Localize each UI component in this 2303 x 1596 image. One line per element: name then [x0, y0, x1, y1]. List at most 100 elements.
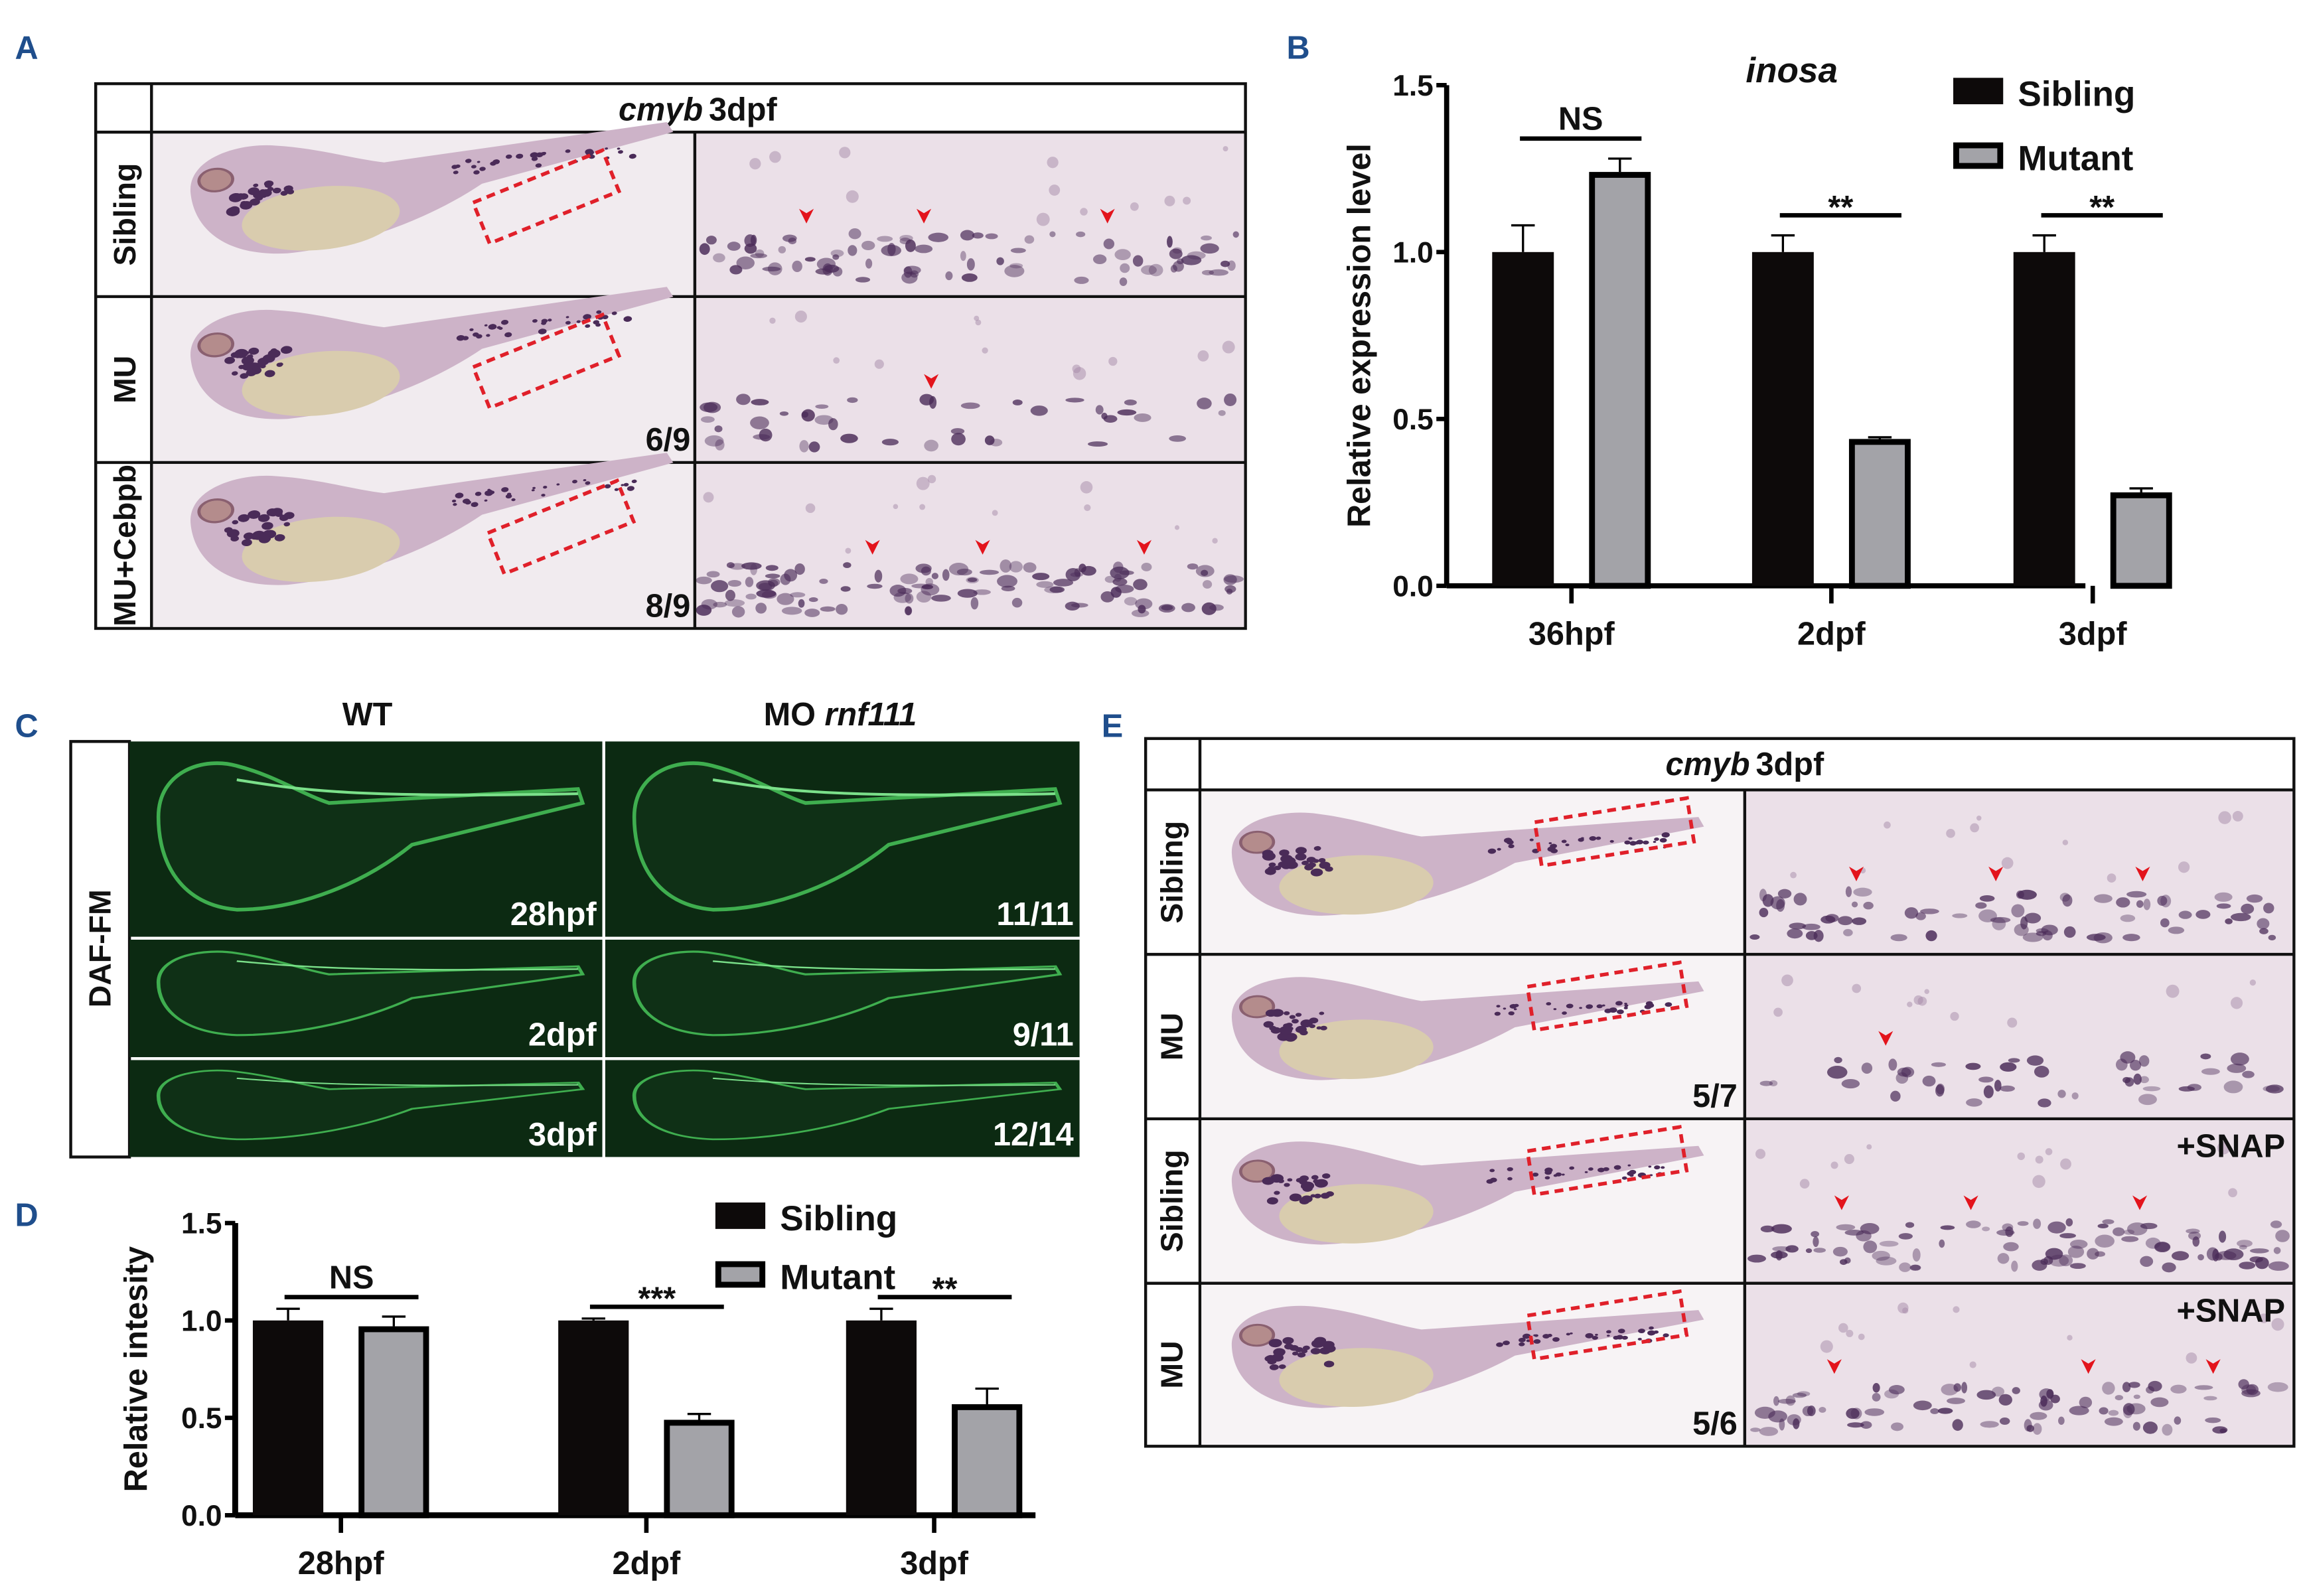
stain-dot — [916, 476, 930, 490]
stain-dot — [1643, 840, 1649, 845]
stain-dot — [1130, 202, 1139, 211]
row-label: Sibling — [1154, 821, 1189, 924]
stain-dot — [596, 310, 602, 314]
arrowhead-icon — [1878, 1031, 1894, 1046]
stain-dot — [1533, 1339, 1541, 1344]
row-label: MU — [1154, 1341, 1189, 1388]
stain-dot — [848, 245, 857, 256]
chart-title: inosa — [1746, 51, 1838, 90]
stain-dot — [2012, 1387, 2020, 1394]
stain-dot — [1990, 916, 2011, 923]
yolk — [1279, 1019, 1434, 1079]
stain-dot — [1953, 1383, 1961, 1392]
stain-dot — [706, 236, 717, 245]
yolk — [242, 186, 400, 251]
stain-dot — [1295, 847, 1307, 855]
stain-dot — [1532, 1173, 1539, 1177]
eye — [1239, 1323, 1276, 1347]
stain-dot — [2162, 1423, 2173, 1436]
stain-dot — [1301, 1195, 1313, 1203]
stain-dot — [2033, 1218, 2042, 1229]
stain-dot — [1950, 1011, 1959, 1021]
stain-dot — [1749, 934, 1760, 940]
stain-dot — [1296, 1177, 1303, 1183]
stain-dot — [1834, 1056, 1842, 1064]
stain-dot — [1104, 575, 1116, 583]
stain-dot — [761, 591, 777, 599]
stain-dot — [2042, 930, 2053, 941]
stain-dot — [777, 593, 794, 605]
stain-dot — [548, 319, 552, 322]
stain-dot — [2206, 1247, 2219, 1261]
stain-dot — [782, 234, 797, 242]
stain-dot — [1112, 578, 1128, 586]
stain-dot — [1313, 1193, 1321, 1198]
stain-dot — [2017, 1152, 2026, 1161]
stain-dot — [804, 609, 820, 617]
stain-dot — [2008, 1058, 2020, 1063]
stain-dot — [1167, 236, 1173, 248]
stain-dot — [1319, 1011, 1325, 1015]
panel-c-fluorescence-grid: WT MO rnf111 DAF-FM 28hpf 11/11 2dpf 9/11 3dp… — [69, 697, 1080, 1159]
stain-dot — [2067, 1335, 2073, 1341]
stain-dot — [1771, 1251, 1788, 1259]
stain-dot — [501, 487, 509, 492]
stain-dot — [2133, 1394, 2140, 1400]
legend-label: Sibling — [780, 1199, 897, 1238]
stain-dot — [627, 486, 634, 491]
stain-dot — [1078, 563, 1086, 573]
stain-dot — [274, 534, 285, 542]
stain-dot — [1172, 247, 1182, 254]
stain-dot — [1135, 598, 1153, 610]
stain-dot — [1860, 1223, 1880, 1234]
stain-dot — [2099, 1407, 2109, 1415]
stain-dot — [532, 486, 536, 489]
stain-dot — [2246, 894, 2263, 903]
stain-dot — [1653, 841, 1657, 843]
stain-dot — [576, 320, 581, 323]
stain-dot — [1627, 1171, 1635, 1176]
stain-dot — [1509, 1003, 1517, 1009]
stain-dot — [1284, 1343, 1294, 1350]
stain-dot — [2069, 1240, 2088, 1249]
stain-dot — [585, 149, 595, 156]
embryo-body — [156, 1069, 585, 1141]
stain-dot — [2197, 1254, 2204, 1261]
stain-dot — [1507, 1167, 1513, 1171]
legend-label: Sibling — [2018, 74, 2135, 113]
stain-dot — [1009, 561, 1023, 573]
stain-dot — [713, 601, 727, 608]
stain-dot — [1965, 1062, 1981, 1070]
panel-label-e: E — [1102, 709, 1123, 745]
stain-dot — [960, 230, 975, 241]
stain-dot — [2160, 918, 2170, 928]
yolk — [1279, 1184, 1434, 1244]
stain-dot — [1661, 1166, 1665, 1169]
stain-dot — [967, 577, 978, 583]
stain-dot — [1120, 263, 1130, 273]
eye — [197, 167, 234, 192]
stain-dot — [1518, 1337, 1526, 1342]
stain-dot — [957, 589, 978, 598]
column-header-mo-prefix: MO — [764, 697, 825, 733]
legend-swatch-mutant — [715, 1261, 766, 1288]
stain-dot — [1134, 413, 1152, 422]
stain-dot — [1937, 1408, 1953, 1414]
stain-dot — [1589, 835, 1597, 841]
stain-dot — [488, 324, 497, 330]
stain-dot — [1899, 1262, 1911, 1272]
stain-dot — [905, 239, 916, 252]
embryo-count: 12/14 — [993, 1117, 1074, 1153]
stain-dot — [845, 547, 852, 554]
stain-dot — [2223, 1248, 2244, 1260]
stain-dot — [1777, 889, 1792, 899]
stain-dot — [2034, 1066, 2049, 1078]
stain-dot — [1793, 893, 1807, 906]
stain-dot — [833, 357, 840, 364]
stain-dot — [1790, 871, 1797, 879]
stain-dot — [585, 481, 591, 485]
bar-sibling — [558, 1320, 629, 1516]
stain-dot — [874, 359, 884, 369]
bar-mutant — [1848, 439, 1911, 589]
